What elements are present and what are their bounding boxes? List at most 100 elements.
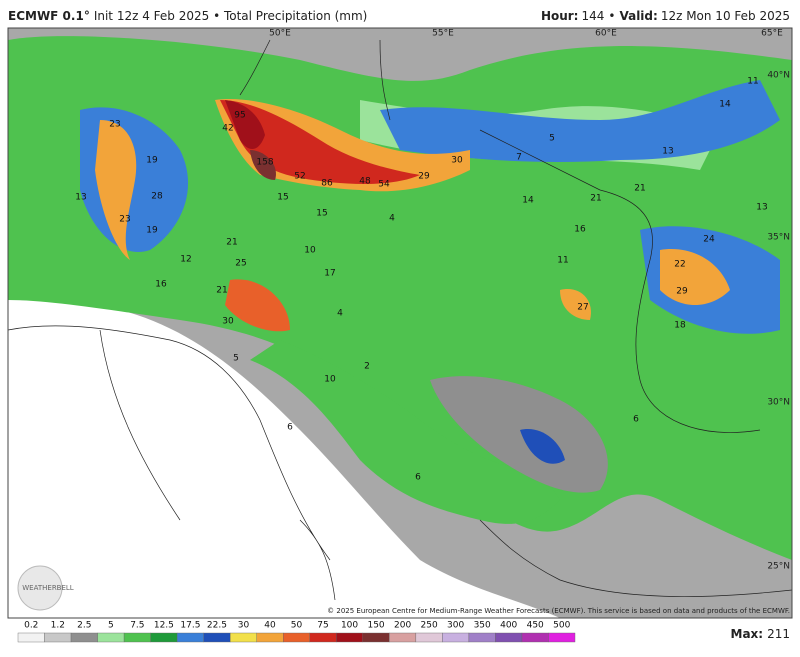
colorbar-swatch — [123, 632, 151, 643]
colorbar-label: 200 — [394, 621, 411, 631]
colorbar-swatch — [548, 632, 576, 643]
value-label: 6 — [633, 415, 639, 425]
colorbar-swatch — [150, 632, 178, 643]
colorbar-label: 350 — [474, 621, 491, 631]
precip-extreme — [225, 100, 265, 150]
value-label: 28 — [151, 192, 163, 202]
lat-label: 40°N — [767, 71, 790, 81]
colorbar-swatch — [362, 632, 390, 643]
value-label: 95 — [234, 111, 245, 121]
colorbar-label: 450 — [527, 621, 544, 631]
colorbar-swatch — [336, 632, 364, 643]
value-label: 21 — [216, 286, 227, 296]
value-label: 23 — [119, 215, 130, 225]
colorbar-swatch — [521, 632, 549, 643]
value-label: 24 — [703, 235, 715, 245]
colorbar-label: 500 — [553, 621, 570, 631]
lon-label: 50°E — [269, 29, 291, 39]
precip-gray-inner — [430, 376, 608, 493]
value-label: 10 — [324, 375, 336, 385]
value-label: 5 — [549, 134, 555, 144]
colorbar-swatch — [97, 632, 125, 643]
value-label: 30 — [222, 317, 234, 327]
lon-label: 55°E — [432, 29, 454, 39]
value-label: 30 — [451, 156, 463, 166]
colorbar-swatch — [283, 632, 310, 643]
logo-circle — [17, 565, 63, 611]
colorbar-label: 50 — [291, 621, 303, 631]
colorbar-label: 22.5 — [207, 621, 227, 631]
value-label: 7 — [516, 153, 522, 163]
precip-orange-east — [660, 249, 730, 305]
precip-green-south — [250, 340, 560, 524]
value-label: 6 — [287, 423, 293, 433]
value-label: 15 — [316, 209, 327, 219]
value-label: 6 — [415, 473, 421, 483]
colorbar-label: 0.2 — [24, 621, 38, 631]
value-label: 19 — [146, 226, 158, 236]
colorbar-swatch — [229, 632, 257, 643]
value-label: 11 — [747, 77, 758, 87]
colorbar-label: 1.2 — [51, 621, 65, 631]
map: 50°E 55°E 60°E 65°E 40°N 35°N 30°N 25°N … — [7, 27, 793, 619]
max-label: Max: — [731, 627, 764, 641]
colorbar-label: 12.5 — [154, 621, 174, 631]
value-label: 21 — [590, 194, 601, 204]
precip-orange-west — [95, 120, 137, 260]
colorbar: 0.2 1.2 2.5 5 7.5 12.5 17.5 22.5 30 40 50 75 100 150 2… — [17, 621, 576, 643]
colorbar-label: 17.5 — [180, 621, 200, 631]
hour: 144 — [581, 9, 604, 23]
max-info: Max: 211 — [731, 627, 790, 641]
valid-label: Valid: — [619, 9, 657, 23]
hour-label: Hour: — [541, 9, 579, 23]
colorbar-swatch — [70, 632, 98, 643]
map-frame — [7, 27, 793, 619]
value-label: 4 — [337, 309, 343, 319]
colorbar-swatch — [415, 632, 443, 643]
value-label: 29 — [418, 172, 430, 182]
value-label: 2 — [364, 362, 370, 372]
value-label: 42 — [222, 124, 233, 134]
value-label: 158 — [256, 158, 273, 168]
colorbar-label: 400 — [500, 621, 517, 631]
lon-label: 60°E — [595, 29, 617, 39]
precip-orange-south — [225, 279, 290, 332]
credit: © 2025 European Centre for Medium-Range … — [327, 607, 790, 615]
lat-label: 25°N — [767, 562, 790, 572]
colorbar-swatch — [176, 632, 204, 643]
colorbar-label: 300 — [447, 621, 464, 631]
value-label: 10 — [304, 246, 316, 256]
value-label: 48 — [359, 177, 371, 187]
colorbar-swatch — [309, 632, 337, 643]
value-label: 29 — [676, 287, 688, 297]
colorbar-label: 7.5 — [130, 621, 144, 631]
value-label: 54 — [378, 180, 390, 190]
value-label: 18 — [674, 321, 686, 331]
colorbar-label: 30 — [238, 621, 250, 631]
model-title: ECMWF 0.1° Init 12z 4 Feb 2025 • Total Pr… — [8, 9, 367, 23]
value-label: 16 — [574, 225, 586, 235]
value-label: 14 — [719, 100, 731, 110]
colorbar-label: 250 — [421, 621, 438, 631]
value-label: 86 — [321, 179, 333, 189]
precip-blue-spot — [520, 429, 565, 464]
valid-info: Hour: 144 • Valid: 12z Mon 10 Feb 2025 — [541, 9, 790, 23]
colorbar-label: 100 — [341, 621, 358, 631]
precip-extreme-core — [250, 150, 276, 180]
lat-label: 35°N — [767, 233, 790, 243]
colorbar-label: 150 — [367, 621, 384, 631]
colorbar-swatch — [389, 632, 417, 643]
precip-orange-spot — [560, 289, 591, 320]
colorbar-swatch — [495, 632, 523, 643]
colorbar-swatch — [203, 632, 231, 643]
value-label: 27 — [577, 303, 588, 313]
value-label: 21 — [226, 238, 237, 248]
value-label: 21 — [634, 184, 645, 194]
value-label: 52 — [294, 172, 305, 182]
value-label: 4 — [389, 214, 395, 224]
colorbar-swatch — [442, 632, 470, 643]
value-label: 17 — [324, 269, 335, 279]
colorbar-swatch — [44, 632, 72, 643]
value-label: 5 — [233, 354, 239, 364]
